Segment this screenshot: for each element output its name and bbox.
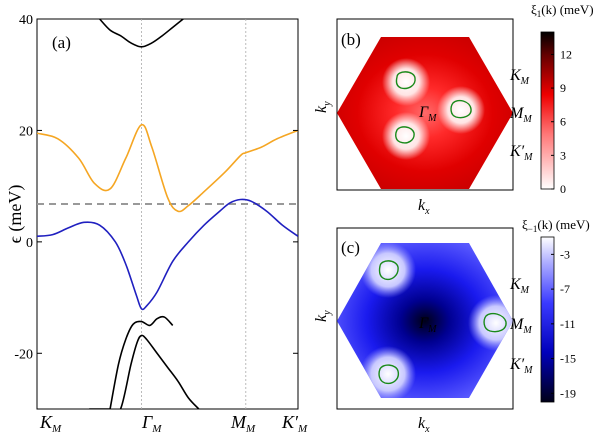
colorbar-b-title: ξ1(k) (meV) <box>531 2 594 19</box>
band-line-0 <box>99 19 184 48</box>
colorbar-tick-label-0: -3 <box>560 247 570 261</box>
colorbar-tick-label-4: 0 <box>560 182 566 196</box>
x-tick-M: MM <box>230 412 256 435</box>
fermi-contour-b-3 <box>395 126 415 144</box>
K-label-c: KM <box>509 276 530 296</box>
xi-plus-heatmap-panel: (b) ΓM KM MM K′M kx ky 12 9 6 3 0 ξ1(k) (meV… <box>313 2 594 217</box>
band-line-4 <box>89 334 200 409</box>
colorbar-c <box>540 236 555 403</box>
x-tick-K: KM <box>39 412 62 435</box>
band-line-3 <box>109 315 174 409</box>
panel-c-label: (c) <box>341 238 360 257</box>
heatmap-b-valley-3 <box>382 112 430 160</box>
colorbar-tick-label-1: 9 <box>560 81 566 95</box>
panel-a-frame <box>36 18 299 410</box>
x-tick-Kprime: K′M <box>281 412 308 435</box>
colorbar-tick-label-3: -15 <box>560 352 576 366</box>
band-line-2 <box>37 198 298 311</box>
xi-minus-heatmap-panel: (c) ΓM KM MM K′M kx ky -3 -7 -11 -15 -19 ξ−1… <box>313 217 590 435</box>
ky-label-b: ky <box>313 101 333 113</box>
fermi-contour-c-3 <box>378 364 400 385</box>
panel-b-label: (b) <box>341 30 361 49</box>
colorbar-b <box>540 31 555 190</box>
colorbar-tick-label-1: -7 <box>560 282 570 296</box>
colorbar-tick-label-4: -19 <box>560 386 576 400</box>
ky-label-c: ky <box>313 310 333 322</box>
colorbar-tick-label-2: -11 <box>560 317 576 331</box>
fermi-contour-c-2 <box>483 312 507 333</box>
colorbar-c-title: ξ−1(k) (meV) <box>522 217 590 234</box>
heatmap-b-valley-1 <box>382 58 430 106</box>
y-axis-label: ϵ (meV) <box>5 185 26 244</box>
M-label-b: MM <box>509 105 532 125</box>
fermi-contour-b-2 <box>450 99 472 119</box>
fermi-contour-c-1 <box>378 260 399 281</box>
M-label-c: MM <box>509 316 532 336</box>
band-line-1 <box>37 123 298 213</box>
kx-label-c: kx <box>418 415 430 435</box>
Kprime-label-c: K′M <box>509 356 533 376</box>
Kprime-label-b: K′M <box>509 143 533 163</box>
band-structure-panel: 40 20 0 -20 (a) ϵ (meV) KM ΓM MM K′M <box>5 13 308 435</box>
y-tick-label-2: 0 <box>26 236 33 251</box>
panel-a-label: (a) <box>52 33 71 52</box>
y-tick-label-3: -20 <box>14 347 33 362</box>
colorbar-tick-label-0: 12 <box>560 47 572 61</box>
y-tick-label-1: 20 <box>19 124 33 139</box>
heatmap-b-valley-2 <box>437 86 485 134</box>
colorbar-tick-label-3: 3 <box>560 148 566 162</box>
heatmap-c-valley-1 <box>360 243 416 298</box>
colorbar-tick-label-2: 6 <box>560 115 566 129</box>
gamma-label-b: ΓM <box>418 104 437 124</box>
x-tick-Gamma: ΓM <box>141 412 162 435</box>
gamma-label-c: ΓM <box>418 315 437 335</box>
fermi-contour-b-1 <box>395 71 416 90</box>
K-label-b: KM <box>509 67 530 87</box>
y-tick-label-0: 40 <box>19 13 33 28</box>
kx-label-b: kx <box>418 197 430 217</box>
